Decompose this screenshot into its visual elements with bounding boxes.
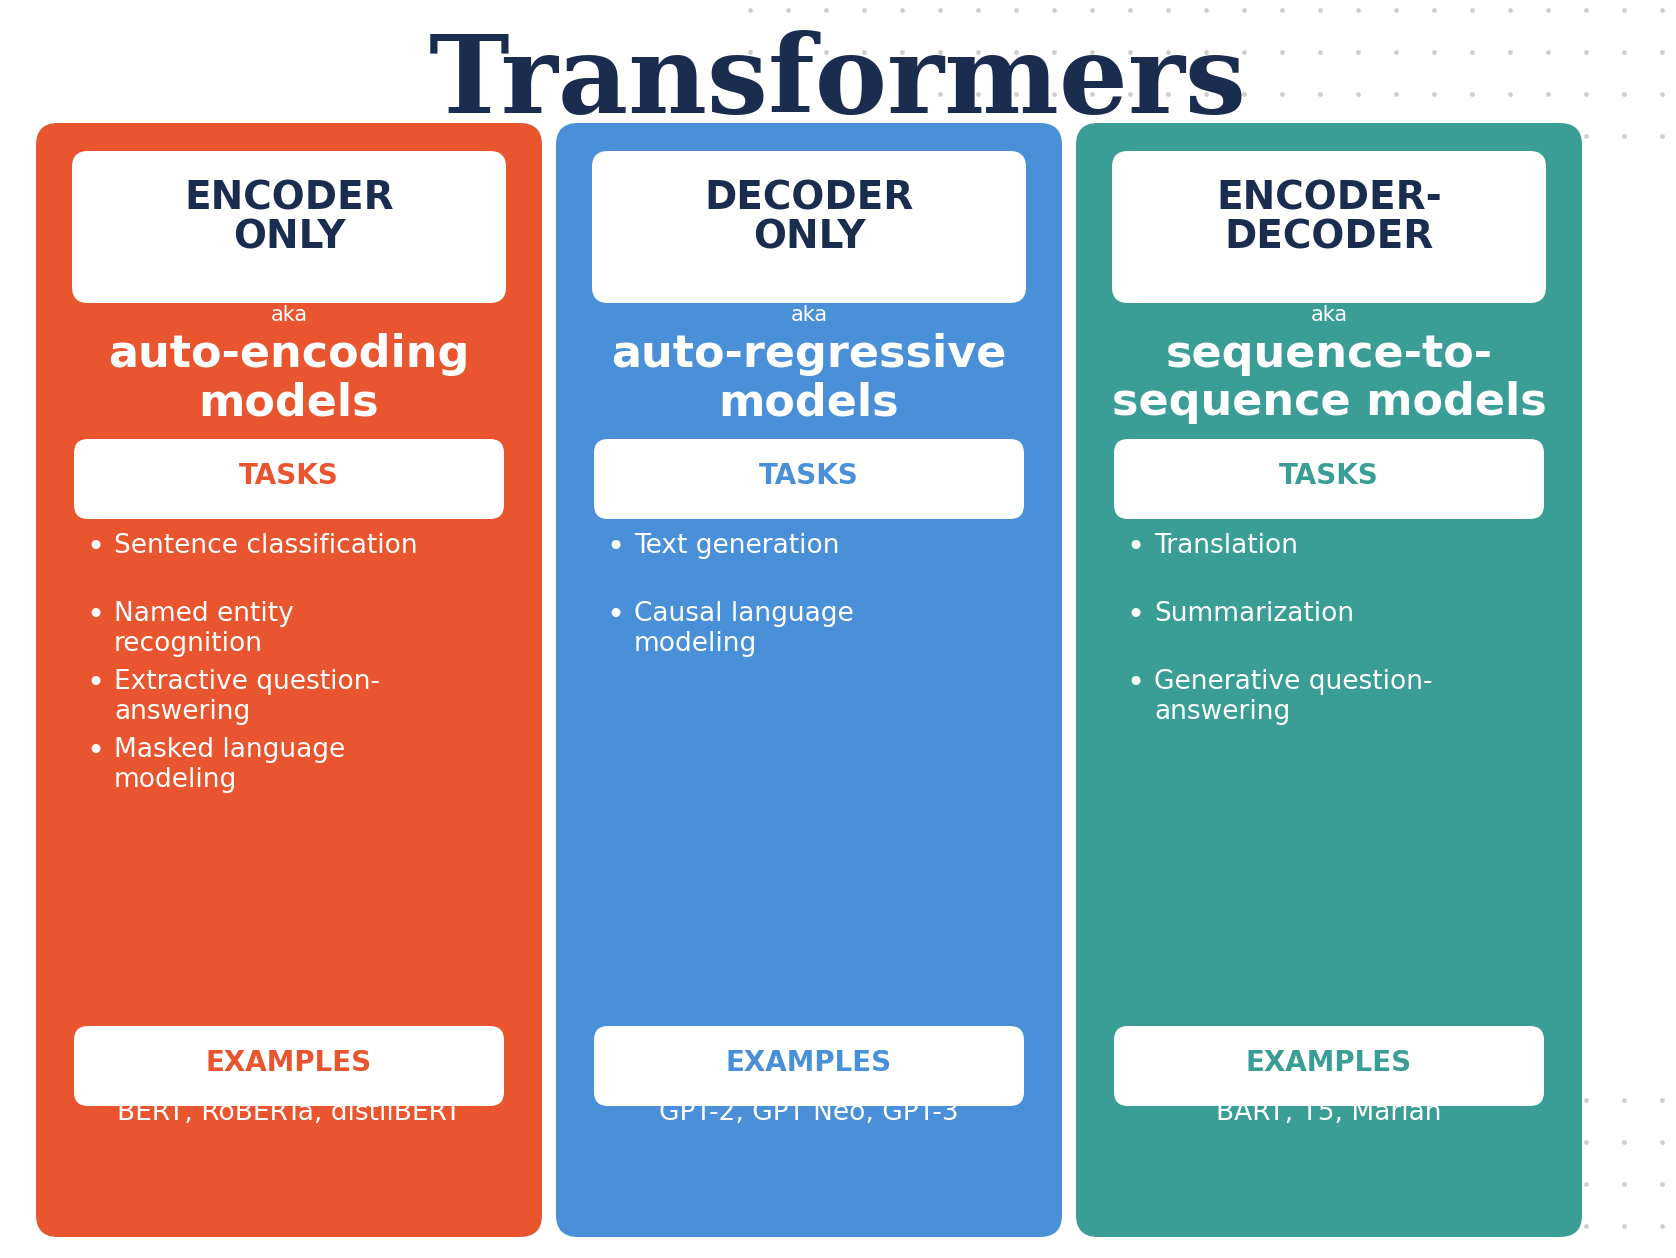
Text: TASKS: TASKS — [240, 462, 339, 491]
Text: ENCODER
ONLY: ENCODER ONLY — [184, 179, 394, 257]
Text: •: • — [85, 601, 104, 630]
Text: GPT-2, GPT Neo, GPT-3: GPT-2, GPT Neo, GPT-3 — [659, 1099, 959, 1126]
FancyBboxPatch shape — [1111, 151, 1545, 303]
FancyBboxPatch shape — [1076, 123, 1582, 1237]
Text: Generative question-
answering: Generative question- answering — [1155, 669, 1433, 725]
Text: TASKS: TASKS — [759, 462, 858, 491]
Text: Causal language
modeling: Causal language modeling — [634, 601, 853, 657]
FancyBboxPatch shape — [592, 151, 1026, 303]
Text: BART, T5, Marian: BART, T5, Marian — [1217, 1099, 1441, 1126]
FancyBboxPatch shape — [35, 123, 541, 1237]
FancyBboxPatch shape — [74, 439, 504, 520]
Text: EXAMPLES: EXAMPLES — [726, 1049, 892, 1077]
Text: EXAMPLES: EXAMPLES — [206, 1049, 372, 1077]
Text: •: • — [85, 737, 104, 766]
Text: aka: aka — [270, 304, 308, 325]
FancyBboxPatch shape — [1115, 1027, 1544, 1106]
FancyBboxPatch shape — [74, 1027, 504, 1106]
FancyBboxPatch shape — [556, 123, 1063, 1237]
Text: ENCODER-
DECODER: ENCODER- DECODER — [1217, 179, 1441, 257]
Text: aka: aka — [791, 304, 828, 325]
Text: Masked language
modeling: Masked language modeling — [114, 737, 345, 793]
Text: Summarization: Summarization — [1155, 601, 1354, 626]
Text: •: • — [607, 533, 623, 562]
Text: Transformers: Transformers — [429, 30, 1247, 136]
Text: Text generation: Text generation — [634, 533, 840, 559]
Text: Extractive question-
answering: Extractive question- answering — [114, 669, 380, 725]
Text: auto-encoding
models: auto-encoding models — [109, 333, 469, 424]
Text: •: • — [1126, 533, 1145, 562]
Text: EXAMPLES: EXAMPLES — [1245, 1049, 1413, 1077]
FancyBboxPatch shape — [593, 439, 1024, 520]
FancyBboxPatch shape — [72, 151, 506, 303]
Text: TASKS: TASKS — [1279, 462, 1379, 491]
Text: Translation: Translation — [1155, 533, 1297, 559]
Text: •: • — [1126, 669, 1145, 698]
Text: BERT, RoBERTa, distilBERT: BERT, RoBERTa, distilBERT — [117, 1099, 461, 1126]
Text: •: • — [607, 601, 623, 630]
FancyBboxPatch shape — [593, 1027, 1024, 1106]
Text: •: • — [85, 669, 104, 698]
Text: sequence-to-
sequence models: sequence-to- sequence models — [1111, 333, 1547, 424]
Text: DECODER
ONLY: DECODER ONLY — [704, 179, 913, 257]
FancyBboxPatch shape — [1115, 439, 1544, 520]
Text: Named entity
recognition: Named entity recognition — [114, 601, 293, 657]
Text: aka: aka — [1311, 304, 1348, 325]
Text: •: • — [1126, 601, 1145, 630]
Text: •: • — [85, 533, 104, 562]
Text: auto-regressive
models: auto-regressive models — [612, 333, 1007, 424]
Text: Sentence classification: Sentence classification — [114, 533, 417, 559]
